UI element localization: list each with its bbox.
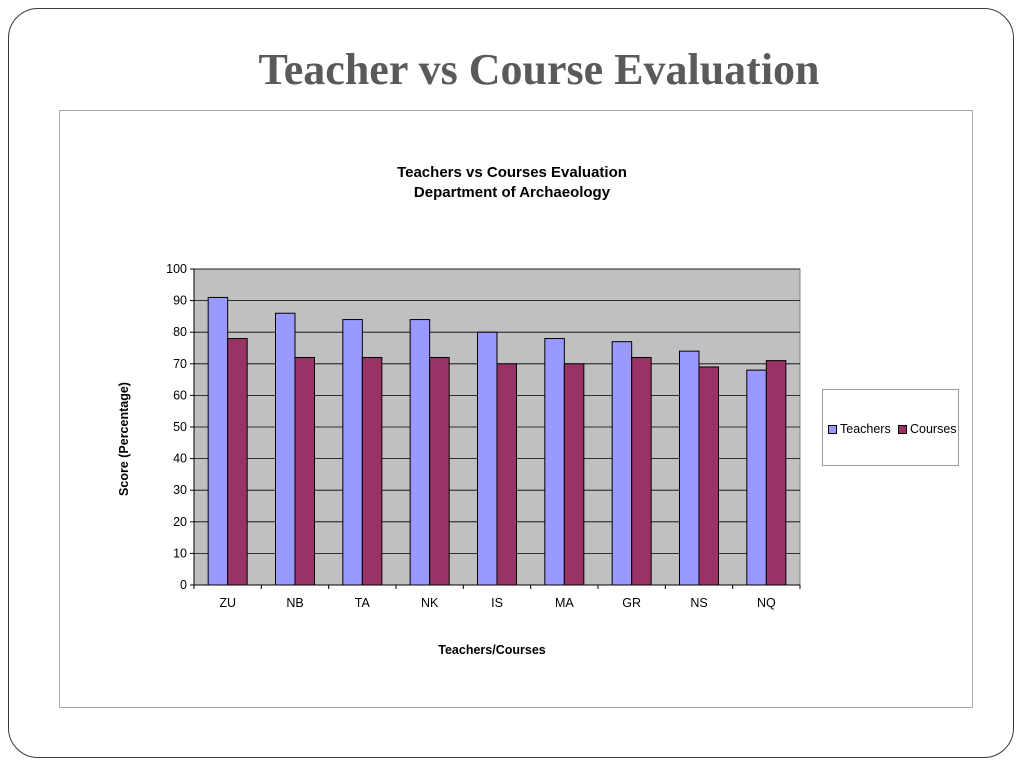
x-tick-label: TA (355, 596, 371, 610)
y-tick-label: 70 (173, 357, 187, 371)
legend-swatch-teachers (828, 424, 837, 434)
y-tick-label: 0 (180, 578, 187, 592)
x-tick-label: NB (286, 596, 303, 610)
x-tick-label: ZU (219, 596, 236, 610)
bar-courses-nq (765, 360, 787, 586)
bar-courses-zu (227, 338, 248, 586)
y-tick-label: 60 (173, 388, 187, 402)
y-tick-label: 50 (173, 420, 187, 434)
y-tick-label: 80 (173, 325, 187, 339)
bar-courses-nb (294, 356, 315, 586)
legend-label-teachers: Teachers (840, 422, 891, 436)
legend-item-courses: Courses (898, 422, 957, 436)
bar-teachers-is (477, 331, 498, 586)
bar-teachers-nq (746, 369, 767, 586)
y-tick-label: 20 (173, 515, 187, 529)
bar-teachers-nk (409, 319, 431, 586)
legend: Teachers Courses (822, 389, 959, 466)
legend-label-courses: Courses (910, 422, 957, 436)
bar-teachers-ma (544, 338, 565, 586)
x-tick-label: NS (690, 596, 707, 610)
y-tick-label: 90 (173, 294, 187, 308)
slide-frame (8, 8, 1014, 758)
y-tick-label: 30 (173, 483, 187, 497)
y-axis-title: Score (Percentage) (117, 382, 131, 496)
slide-title: Teacher vs Course Evaluation (258, 45, 820, 94)
bar-teachers-gr (611, 341, 633, 586)
bar-teachers-ns (679, 350, 700, 586)
y-tick-label: 10 (173, 546, 187, 560)
y-tick-label: 100 (166, 262, 187, 276)
bar-courses-gr (631, 356, 652, 586)
x-tick-label: GR (622, 596, 641, 610)
x-tick-label: MA (555, 596, 574, 610)
x-axis-title: Teachers/Courses (438, 643, 546, 657)
y-tick-label: 40 (173, 452, 187, 466)
x-tick-label: IS (491, 596, 503, 610)
bar-courses-ma (563, 363, 585, 586)
x-tick-label: NQ (757, 596, 776, 610)
bar-courses-is (496, 363, 517, 586)
chart-title: Teachers vs Courses Evaluation (397, 164, 627, 181)
x-tick-label: NK (421, 596, 439, 610)
chart-subtitle: Department of Archaeology (413, 184, 611, 201)
bar-teachers-zu (207, 296, 229, 586)
bar-teachers-nb (275, 312, 296, 586)
legend-swatch-courses (898, 424, 907, 434)
legend-item-teachers: Teachers (828, 422, 891, 436)
bar-courses-nk (429, 356, 450, 586)
bar-teachers-ta (342, 319, 363, 586)
bar-courses-ta (361, 356, 383, 586)
bar-courses-ns (698, 366, 719, 586)
